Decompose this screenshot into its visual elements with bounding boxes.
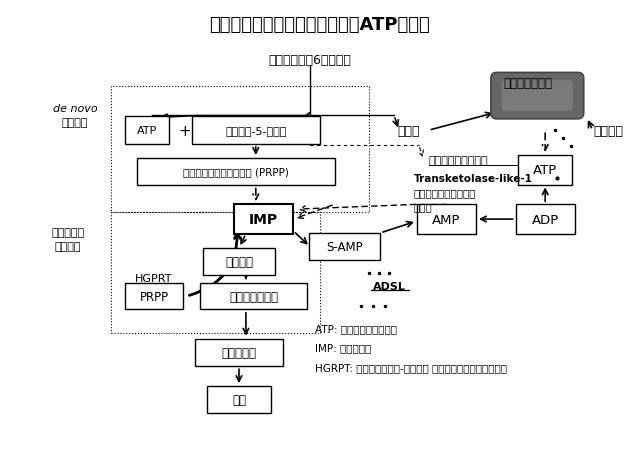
Bar — [195, 339, 284, 366]
Text: キサンチン: キサンチン — [221, 346, 257, 359]
Text: PRPP: PRPP — [140, 290, 168, 303]
Text: 脂質代謝: 脂質代謝 — [593, 124, 623, 138]
FancyBboxPatch shape — [491, 73, 584, 120]
Text: ADSL: ADSL — [372, 281, 406, 292]
Bar — [204, 249, 275, 275]
Text: IMP: IMP — [249, 212, 278, 226]
Text: ADP: ADP — [532, 213, 559, 226]
Text: IMP: イノシン酸: IMP: イノシン酸 — [315, 343, 371, 353]
Text: HGPRT: HGPRT — [135, 274, 173, 284]
Text: 解糖系を経て脂質代謝: 解糖系を経て脂質代謝 — [414, 188, 476, 198]
Text: 合成経路: 合成経路 — [62, 118, 88, 128]
Bar — [111, 213, 320, 333]
Bar — [200, 283, 307, 310]
Bar — [137, 158, 335, 186]
Text: 糖新生: 糖新生 — [397, 124, 420, 138]
Text: ヒポキサンチン: ヒポキサンチン — [229, 290, 278, 303]
Text: S-AMP: S-AMP — [326, 241, 363, 253]
Text: リボース-5-リン酸: リボース-5-リン酸 — [225, 126, 287, 136]
Bar — [234, 205, 293, 235]
Text: に影響: に影響 — [414, 202, 433, 212]
Bar — [125, 283, 182, 310]
Text: ATP: ATP — [533, 164, 557, 177]
Bar — [516, 205, 575, 235]
Bar — [125, 117, 169, 145]
Text: ミトコンドリア: ミトコンドリア — [503, 77, 552, 90]
Text: de novo: de novo — [52, 104, 97, 114]
Text: ホスホリボシルニリン酸 (PRPP): ホスホリボシルニリン酸 (PRPP) — [183, 167, 289, 177]
Text: 尿酸: 尿酸 — [232, 393, 246, 406]
Text: 合成経路: 合成経路 — [55, 241, 81, 251]
Text: サルベージ: サルベージ — [52, 227, 84, 237]
Bar — [518, 156, 572, 185]
Text: グルコース－6－リン酸: グルコース－6－リン酸 — [269, 54, 351, 66]
Text: プリンヌクレオチドの合成系とATP産生系: プリンヌクレオチドの合成系とATP産生系 — [210, 15, 430, 33]
Bar — [207, 387, 271, 413]
Text: イノシン: イノシン — [225, 255, 253, 268]
Text: HGRPT: ヒポキサンチン-グアニン ホスホリボシル基転移酵素: HGRPT: ヒポキサンチン-グアニン ホスホリボシル基転移酵素 — [315, 363, 507, 373]
Text: Transketolase-like-1: Transketolase-like-1 — [414, 173, 532, 183]
Text: AMP: AMP — [432, 213, 461, 226]
Text: ATP: アデノシン三リン酸: ATP: アデノシン三リン酸 — [315, 323, 397, 333]
Bar — [417, 205, 476, 235]
Bar — [191, 117, 320, 145]
Text: トランスケトラーゼ: トランスケトラーゼ — [429, 156, 488, 166]
FancyBboxPatch shape — [502, 81, 573, 112]
Bar — [111, 87, 369, 213]
Bar — [309, 234, 380, 261]
Text: +: + — [179, 124, 191, 138]
Text: ATP: ATP — [137, 126, 157, 136]
